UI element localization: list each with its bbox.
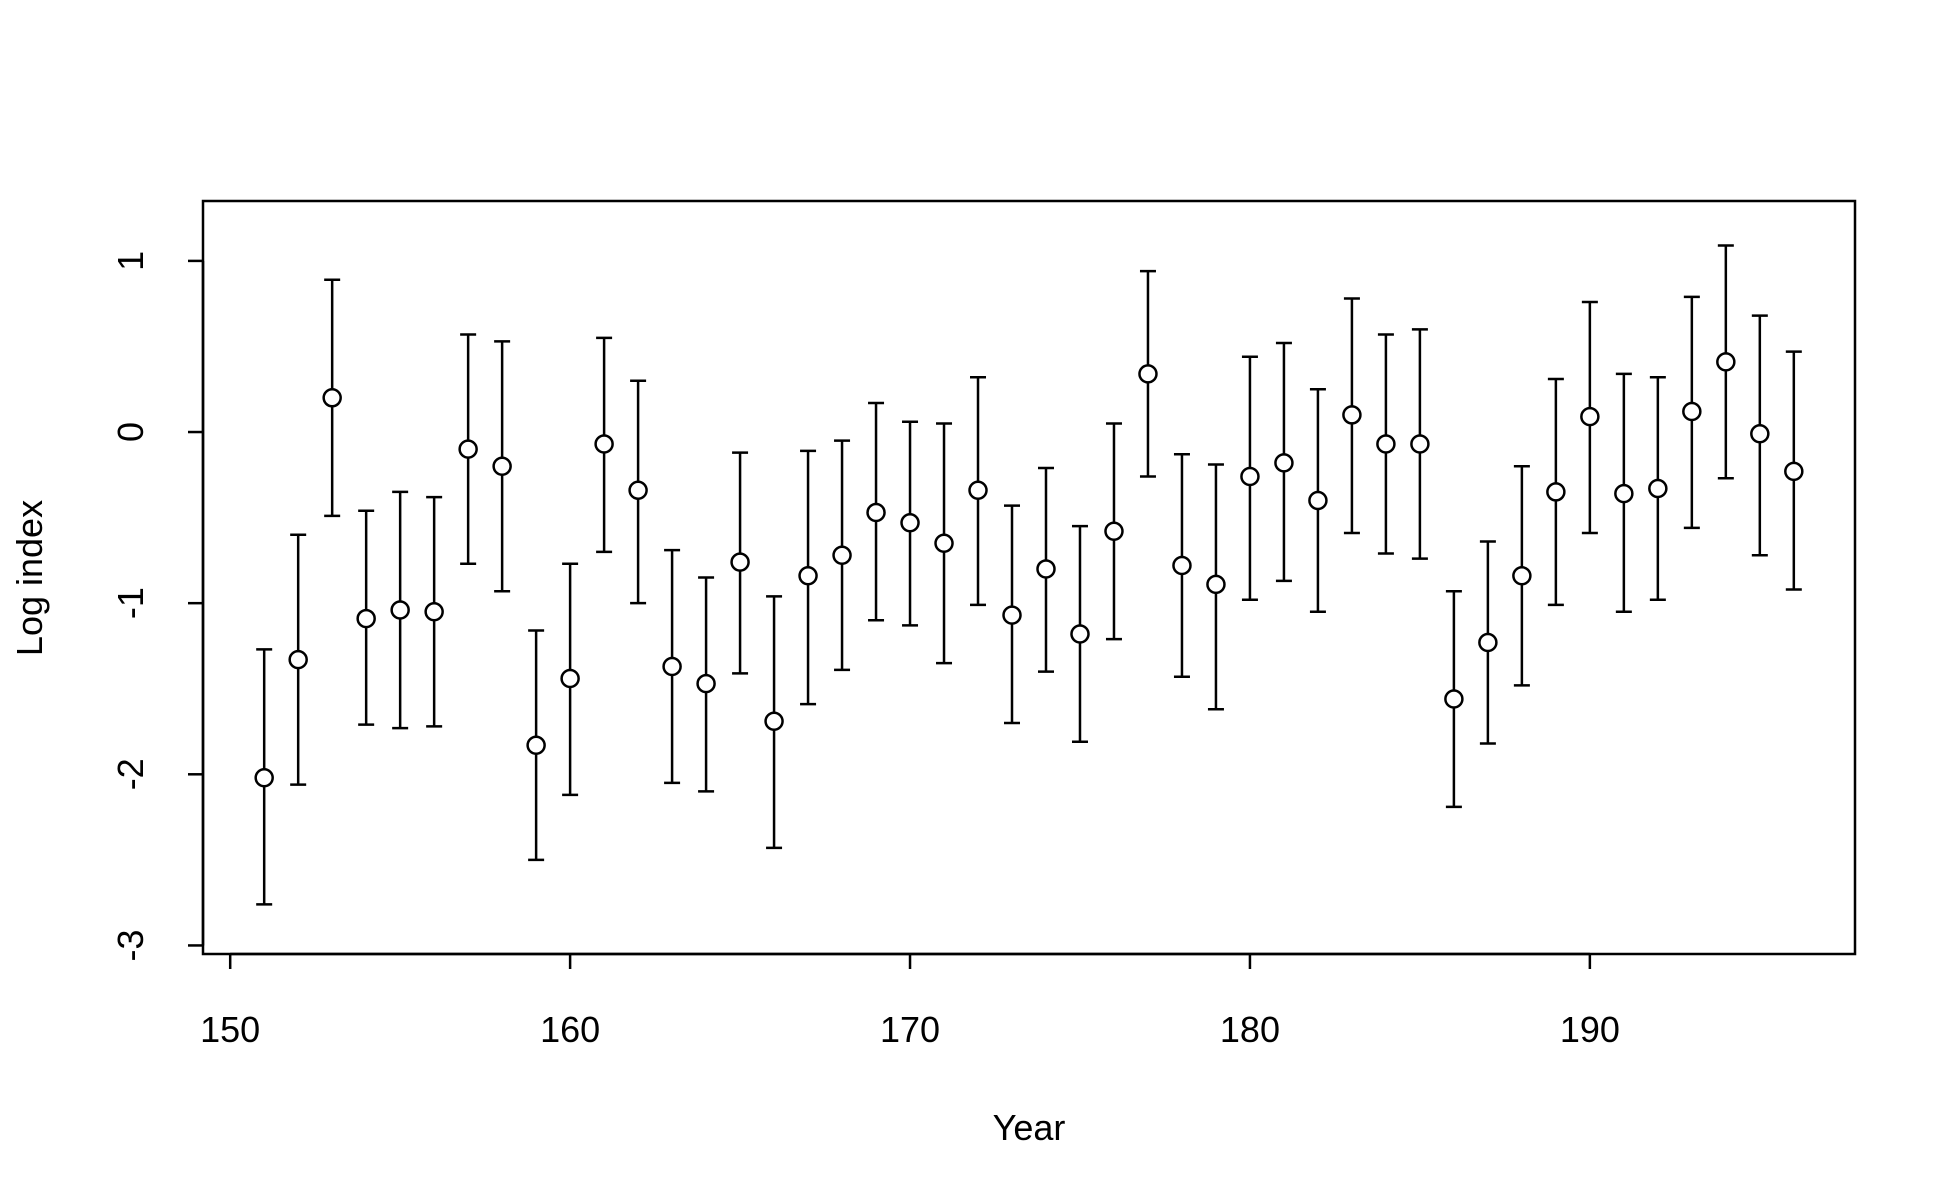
data-point: [560, 668, 580, 689]
y-tick-label: 1: [110, 251, 151, 271]
data-point: [1138, 364, 1158, 384]
y-tick-label: -1: [110, 587, 151, 619]
data-point: [1444, 689, 1464, 709]
data-point: [900, 512, 920, 533]
x-tick-label: 190: [1560, 1009, 1620, 1050]
data-point: [1274, 453, 1294, 473]
data-point: [1512, 566, 1532, 586]
data-point: [832, 545, 852, 566]
data-point: [696, 673, 716, 694]
data-point: [1172, 555, 1192, 576]
x-tick-label: 170: [880, 1009, 940, 1050]
data-point: [1002, 605, 1022, 625]
x-axis: 150 160 170 180 190: [200, 952, 1620, 1050]
data-point: [662, 656, 682, 677]
data-point: [288, 649, 308, 670]
data-point: [424, 601, 444, 622]
y-tick-label: -2: [110, 758, 151, 790]
data-point: [322, 388, 342, 408]
data-point: [1206, 574, 1226, 595]
data-point: [356, 608, 376, 629]
x-tick-label: 160: [540, 1009, 600, 1050]
data-point: [1410, 434, 1430, 454]
y-tick-label: 0: [110, 422, 151, 442]
data-point: [798, 566, 818, 586]
data-point: [764, 711, 784, 732]
data-point: [1240, 466, 1260, 487]
x-axis-label: Year: [993, 1107, 1066, 1148]
data-point: [594, 434, 614, 454]
data-point: [1478, 632, 1498, 653]
error-bars: [256, 244, 1802, 906]
data-point: [1580, 406, 1600, 427]
data-point: [1648, 478, 1668, 499]
x-tick-label: 180: [1220, 1009, 1280, 1050]
data-point: [1750, 423, 1770, 444]
data-point: [1376, 434, 1396, 454]
data-point: [866, 502, 886, 523]
y-axis-label: Log index: [9, 500, 50, 656]
y-axis: -3 -2 -1 0 1: [110, 251, 205, 961]
data-point: [492, 456, 512, 477]
data-point: [254, 767, 274, 788]
data-point: [1614, 483, 1634, 504]
data-point: [934, 533, 954, 554]
data-point: [1784, 461, 1804, 482]
data-point: [628, 480, 648, 500]
data-point: [730, 552, 750, 572]
data-point: [390, 600, 410, 620]
plot-frame: [201, 199, 1857, 956]
data-point: [1308, 490, 1328, 511]
y-tick-label: -3: [110, 929, 151, 961]
x-tick-label: 150: [200, 1009, 260, 1050]
data-point: [458, 439, 478, 459]
data-point: [1716, 352, 1736, 372]
data-point: [1104, 521, 1124, 542]
data-points: [254, 352, 1804, 788]
data-point: [1682, 401, 1702, 422]
data-point: [1342, 405, 1362, 425]
data-point: [968, 480, 988, 500]
data-point: [1070, 624, 1090, 644]
data-point: [1036, 559, 1056, 579]
data-point: [526, 735, 546, 755]
data-point: [1546, 482, 1566, 502]
